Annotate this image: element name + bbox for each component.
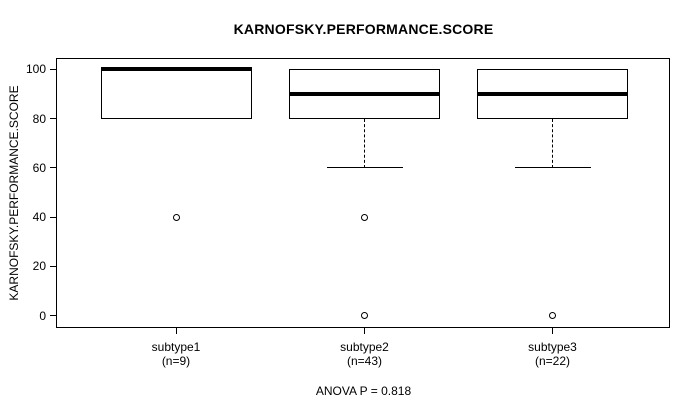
whisker-cap-low — [326, 167, 403, 169]
outlier-point — [361, 213, 368, 221]
median-line — [289, 91, 440, 96]
y-tick-label: 20 — [32, 259, 46, 274]
whisker-cap-low — [514, 167, 591, 169]
group-name: subtype3 — [528, 340, 577, 354]
lower-whisker — [364, 118, 365, 168]
group-label: subtype3 (n=22) — [483, 340, 623, 368]
y-tick-label: 100 — [25, 62, 46, 77]
lower-whisker — [552, 118, 553, 168]
median-line — [477, 91, 628, 96]
median-line — [100, 67, 252, 72]
y-tick — [50, 167, 57, 169]
group-count: (n=43) — [346, 353, 383, 368]
group-label: subtype1 (n=9) — [106, 340, 246, 368]
box — [100, 69, 252, 119]
y-tick — [50, 315, 57, 316]
group-label: subtype2 (n=43) — [295, 340, 435, 368]
chart-title: KARNOFSKY.PERFORMANCE.SCORE — [233, 21, 494, 37]
y-tick-label: 80 — [32, 111, 46, 126]
group-name: subtype1 — [151, 340, 201, 354]
group-count: (n=22) — [534, 353, 571, 368]
x-tick — [175, 327, 177, 334]
outlier-point — [361, 312, 368, 319]
group-name: subtype2 — [340, 340, 389, 354]
y-tick-label: 0 — [39, 308, 46, 323]
y-tick — [50, 216, 57, 218]
y-tick-label: 40 — [32, 210, 46, 225]
outlier-point — [172, 213, 180, 221]
group-count: (n=9) — [161, 353, 191, 368]
outlier-point — [549, 312, 556, 319]
anova-p-value: ANOVA P = 0.818 — [315, 384, 412, 398]
y-tick — [50, 68, 57, 70]
y-tick — [50, 118, 57, 120]
x-tick — [364, 327, 365, 334]
y-tick — [50, 265, 57, 267]
x-tick — [552, 327, 553, 334]
whisker-cap-low — [138, 118, 214, 120]
y-tick-label: 60 — [32, 160, 46, 175]
